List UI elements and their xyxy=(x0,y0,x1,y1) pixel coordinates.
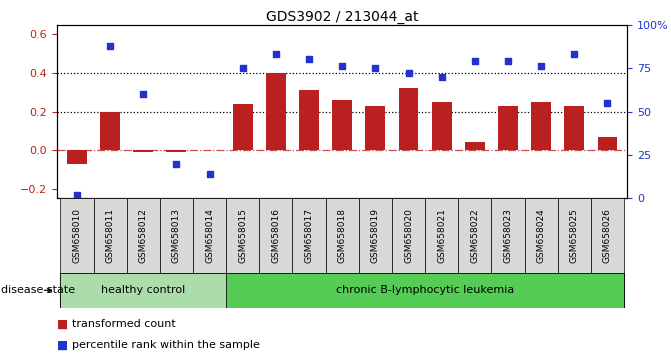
Title: GDS3902 / 213044_at: GDS3902 / 213044_at xyxy=(266,10,419,24)
Bar xyxy=(325,198,359,273)
Text: percentile rank within the sample: percentile rank within the sample xyxy=(72,340,260,350)
Point xyxy=(370,65,380,71)
Bar xyxy=(293,198,325,273)
Bar xyxy=(531,102,551,150)
Point xyxy=(470,58,480,64)
Bar xyxy=(67,150,87,164)
Point xyxy=(238,65,248,71)
Text: GSM658018: GSM658018 xyxy=(338,208,347,263)
Text: GSM658024: GSM658024 xyxy=(537,208,546,263)
Point xyxy=(138,91,148,97)
Bar xyxy=(332,100,352,150)
Text: ■: ■ xyxy=(57,318,68,330)
Bar xyxy=(259,198,293,273)
Bar xyxy=(392,198,425,273)
Text: GSM658025: GSM658025 xyxy=(570,208,579,263)
Bar xyxy=(60,198,93,273)
Bar xyxy=(465,142,484,150)
Bar xyxy=(359,198,392,273)
Point xyxy=(72,192,83,198)
Point xyxy=(436,74,447,80)
Point xyxy=(403,70,414,76)
Text: GSM658021: GSM658021 xyxy=(437,208,446,263)
Text: GSM658012: GSM658012 xyxy=(139,208,148,263)
Bar xyxy=(166,150,187,152)
Point xyxy=(536,64,547,69)
Bar xyxy=(564,106,584,150)
Text: GSM658013: GSM658013 xyxy=(172,208,181,263)
Point xyxy=(503,58,513,64)
Point xyxy=(204,171,215,177)
Text: transformed count: transformed count xyxy=(72,319,176,329)
Text: GSM658019: GSM658019 xyxy=(371,208,380,263)
Bar xyxy=(226,273,624,308)
Text: ■: ■ xyxy=(57,339,68,352)
Point xyxy=(304,57,315,62)
Bar xyxy=(491,198,525,273)
Bar xyxy=(399,88,419,150)
Bar xyxy=(299,90,319,150)
Text: disease state: disease state xyxy=(1,285,74,295)
Bar xyxy=(160,198,193,273)
Bar xyxy=(525,198,558,273)
Text: GSM658016: GSM658016 xyxy=(271,208,280,263)
Point xyxy=(105,43,115,48)
Text: GSM658023: GSM658023 xyxy=(503,208,513,263)
Bar xyxy=(425,198,458,273)
Text: GSM658026: GSM658026 xyxy=(603,208,612,263)
Bar xyxy=(233,104,253,150)
Text: healthy control: healthy control xyxy=(101,285,185,295)
Bar xyxy=(598,137,617,150)
Bar xyxy=(558,198,591,273)
Bar xyxy=(458,198,491,273)
Bar xyxy=(431,102,452,150)
Bar xyxy=(226,198,259,273)
Bar xyxy=(60,273,226,308)
Bar xyxy=(266,73,286,150)
Bar xyxy=(134,150,153,152)
Text: GSM658010: GSM658010 xyxy=(72,208,81,263)
Bar xyxy=(366,106,385,150)
Point xyxy=(270,51,281,57)
Point xyxy=(337,64,348,69)
Point xyxy=(171,161,182,166)
Bar xyxy=(498,106,518,150)
Text: GSM658022: GSM658022 xyxy=(470,208,479,263)
Bar xyxy=(100,112,120,150)
Text: GSM658011: GSM658011 xyxy=(105,208,115,263)
Bar xyxy=(93,198,127,273)
Bar xyxy=(127,198,160,273)
Text: GSM658017: GSM658017 xyxy=(305,208,313,263)
Bar xyxy=(193,198,226,273)
Text: GSM658014: GSM658014 xyxy=(205,208,214,263)
Point xyxy=(569,51,580,57)
Text: GSM658020: GSM658020 xyxy=(404,208,413,263)
Text: chronic B-lymphocytic leukemia: chronic B-lymphocytic leukemia xyxy=(336,285,514,295)
Bar xyxy=(591,198,624,273)
Point xyxy=(602,100,613,105)
Text: GSM658015: GSM658015 xyxy=(238,208,247,263)
